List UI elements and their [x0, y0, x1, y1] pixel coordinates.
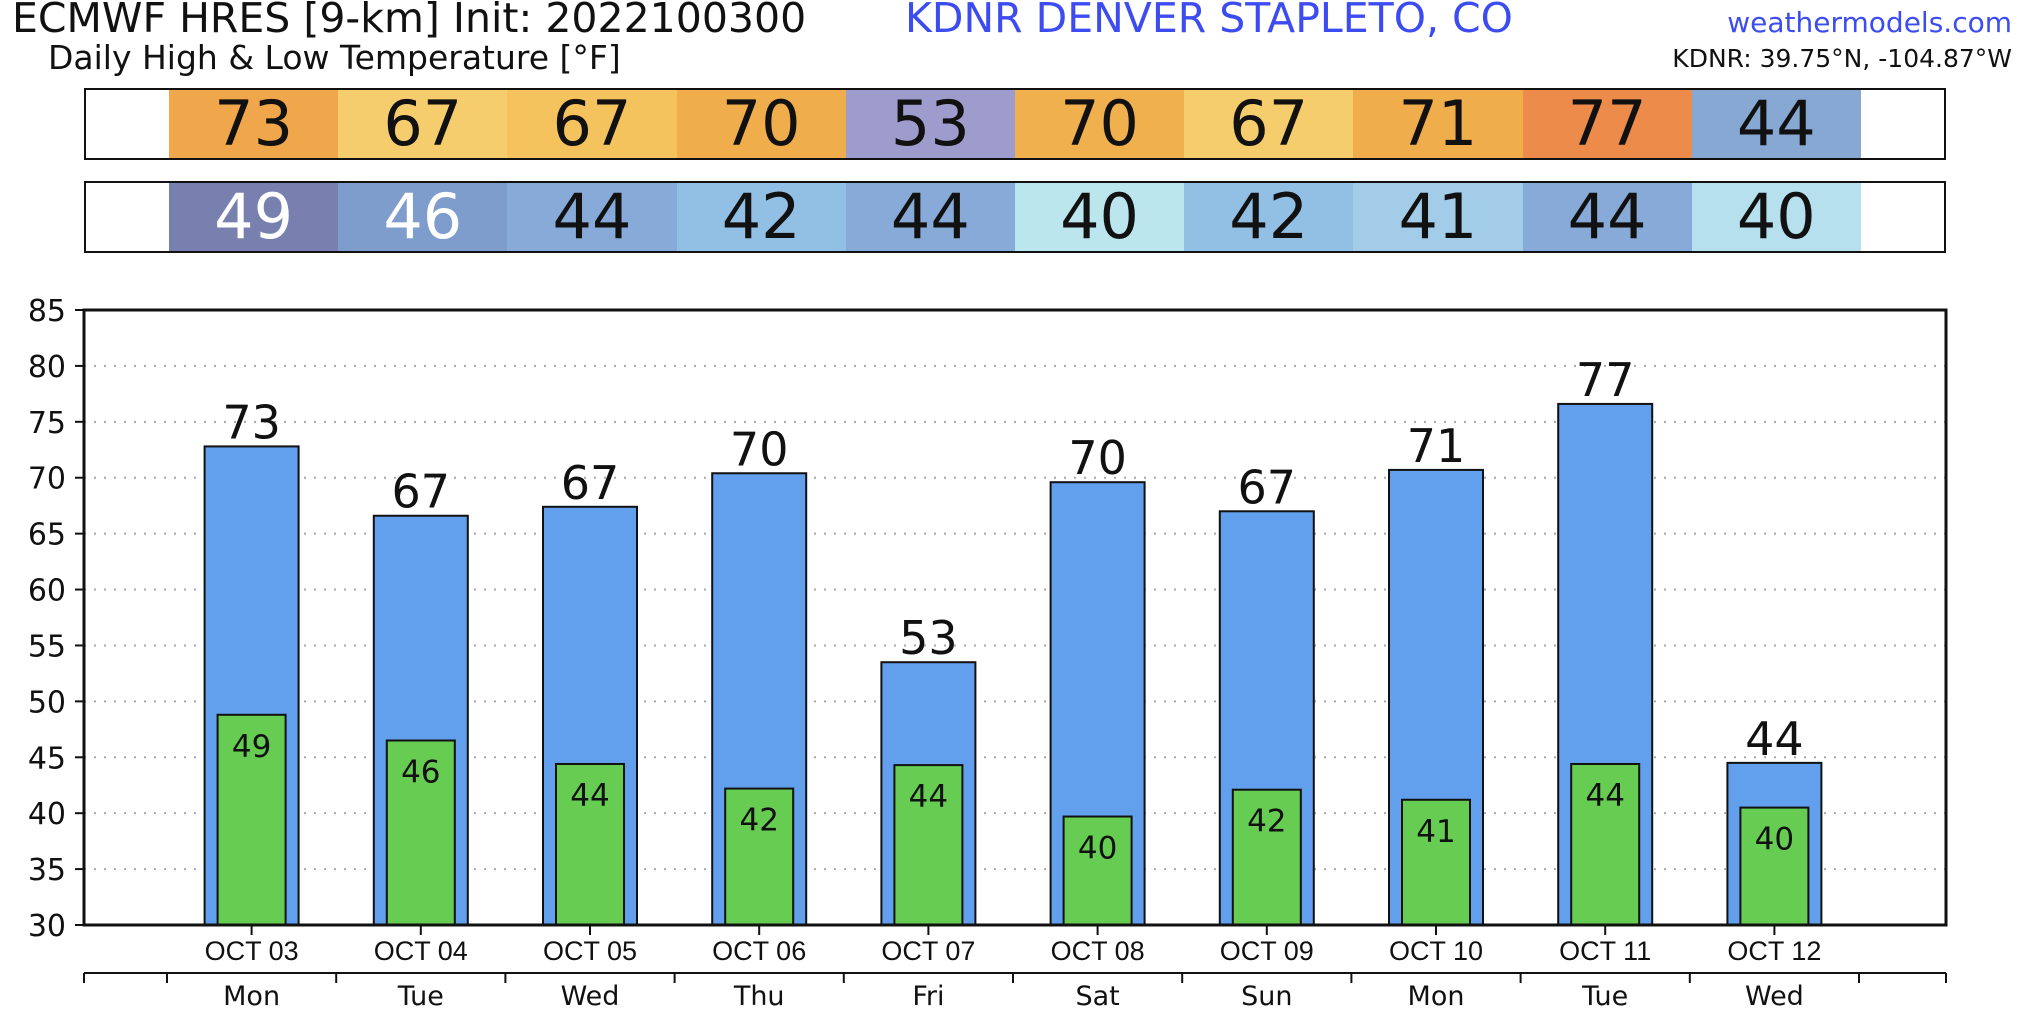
low-bar-label: 40 [1078, 831, 1117, 867]
high-bar-label: 73 [222, 395, 281, 449]
y-tick-label: 60 [28, 574, 66, 609]
low-bar-label: 44 [570, 778, 609, 814]
high-temp-cell: 44 [1691, 90, 1861, 158]
low-temp-cell: 44 [507, 183, 677, 251]
station-name: KDNR DENVER STAPLETO, CO [905, 0, 1513, 42]
y-tick-label: 80 [28, 350, 66, 385]
y-tick-label: 85 [28, 294, 66, 329]
low-bar [385, 739, 456, 926]
y-tick-label: 40 [28, 797, 66, 832]
low-temperature-strip: 49 46 44 42 44 40 42 41 44 40 [84, 181, 1946, 253]
low-bar-label: 42 [1247, 804, 1286, 840]
y-tick-label: 35 [28, 853, 66, 888]
low-bar-label: 44 [909, 779, 948, 815]
low-bar-label: 44 [1585, 778, 1624, 814]
low-bar [1401, 798, 1471, 926]
high-temp-cell: 70 [676, 90, 846, 158]
low-bar-label: 46 [401, 755, 440, 791]
low-bar-label: 40 [1755, 822, 1794, 858]
x-day-label: Mon [1408, 981, 1465, 1012]
y-tick-label: 70 [28, 462, 66, 497]
chart-subtitle: Daily High & Low Temperature [°F] [48, 38, 621, 77]
x-day-label: Tue [1581, 981, 1628, 1012]
high-temp-cell: 70 [1014, 90, 1185, 158]
low-bar [1231, 788, 1302, 927]
y-tick-label: 30 [28, 909, 66, 944]
plot-frame [82, 308, 1948, 927]
x-date-label: OCT 09 [1220, 936, 1314, 966]
high-bar-label: 67 [392, 465, 451, 519]
x-date-label: OCT 04 [374, 936, 468, 966]
low-temp-cell: 49 [169, 183, 339, 251]
high-temp-cell: 53 [845, 90, 1015, 158]
x-date-label: OCT 08 [1051, 936, 1145, 966]
high-temperature-strip: 73 67 67 70 53 70 67 71 77 44 [84, 88, 1946, 160]
y-tick-label: 50 [28, 685, 66, 720]
low-temp-cell: 44 [845, 183, 1015, 251]
low-temp-cell: 40 [1691, 183, 1861, 251]
high-temp-cell: 67 [1184, 90, 1354, 158]
x-day-label: Mon [223, 981, 280, 1012]
y-tick-label: 75 [28, 406, 66, 441]
x-day-label: Sun [1241, 981, 1292, 1012]
station-coordinates: KDNR: 39.75°N, -104.87°W [1672, 44, 2012, 73]
high-bar-label: 70 [730, 422, 789, 476]
low-bar-label: 49 [232, 729, 271, 765]
low-bar [1062, 815, 1133, 927]
high-bar-label: 70 [1068, 431, 1127, 485]
x-date-label: OCT 05 [543, 936, 637, 966]
low-temp-cell: 40 [1014, 183, 1185, 251]
high-bar-label: 77 [1576, 353, 1635, 407]
y-tick-label: 45 [28, 741, 66, 776]
y-tick-label: 55 [28, 629, 66, 664]
x-date-label: OCT 10 [1389, 936, 1483, 966]
x-day-label: Fri [912, 981, 944, 1012]
low-bar-label: 41 [1416, 814, 1455, 850]
high-bar-label: 67 [1238, 460, 1297, 514]
x-date-label: OCT 06 [712, 936, 806, 966]
high-temp-cell: 73 [169, 90, 339, 158]
high-bar-label: 44 [1745, 712, 1804, 766]
low-temp-cell: 46 [338, 183, 508, 251]
low-bar-label: 42 [739, 803, 778, 839]
low-bar [724, 787, 795, 927]
low-temp-cell: 42 [676, 183, 846, 251]
high-bar-label: 53 [899, 611, 958, 665]
low-temp-cell: 41 [1353, 183, 1523, 251]
high-temp-cell: 67 [507, 90, 677, 158]
x-day-label: Wed [561, 981, 620, 1012]
x-day-label: Tue [397, 981, 444, 1012]
x-day-label: Wed [1745, 981, 1804, 1012]
x-day-label: Thu [733, 981, 785, 1012]
y-tick-label: 65 [28, 518, 66, 553]
x-date-label: OCT 07 [881, 936, 975, 966]
low-bar [1739, 806, 1810, 926]
x-date-label: OCT 12 [1727, 936, 1821, 966]
high-bar-label: 71 [1407, 419, 1466, 473]
x-day-label: Sat [1075, 981, 1119, 1012]
low-bar [1570, 762, 1641, 926]
chart-title: ECMWF HRES [9-km] Init: 2022100300 [12, 0, 807, 42]
x-date-label: OCT 11 [1559, 936, 1651, 966]
high-temp-cell: 77 [1522, 90, 1692, 158]
site-link[interactable]: weathermodels.com [1727, 6, 2012, 39]
high-bar-label: 67 [561, 456, 620, 510]
high-temp-cell: 71 [1353, 90, 1523, 158]
low-temp-cell: 42 [1184, 183, 1354, 251]
high-temp-cell: 67 [338, 90, 508, 158]
x-date-label: OCT 03 [205, 936, 299, 966]
low-temp-cell: 44 [1522, 183, 1692, 251]
